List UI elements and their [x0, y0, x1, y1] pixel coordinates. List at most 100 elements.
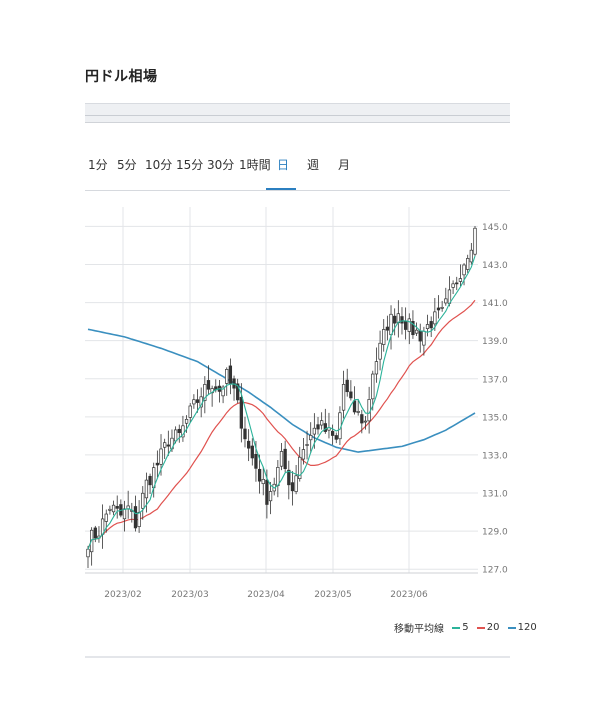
candle-body: [433, 311, 437, 325]
candle-body: [276, 467, 280, 487]
candle-body: [236, 383, 240, 401]
chart-legend: 移動平均線 5 20 120: [394, 620, 537, 635]
page-title: 円ドル相場: [85, 69, 158, 85]
candle-body: [265, 479, 269, 505]
price-chart[interactable]: 145.0 143.0 141.0 139.0 137.0 135.0 133.0 131.0…: [0, 195, 595, 615]
x-tick-label: 2023/04: [247, 590, 285, 600]
candle-body: [363, 420, 368, 423]
tab-10min[interactable]: 10分: [145, 158, 173, 172]
candle-body: [440, 306, 444, 309]
candle-body: [206, 380, 211, 390]
x-tick-label: 2023/05: [314, 590, 351, 600]
tab-1min[interactable]: 1分: [88, 158, 108, 172]
candles-layer: [86, 226, 477, 568]
candle-body: [122, 508, 127, 520]
y-tick-label: 137.0: [482, 375, 508, 385]
tab-week[interactable]: 週: [307, 158, 320, 172]
tab-1hour[interactable]: 1時間: [239, 158, 271, 172]
candle-body: [323, 423, 327, 432]
candle-body: [356, 411, 360, 413]
candle-body: [371, 373, 375, 400]
candle-body: [239, 397, 243, 429]
candle-body: [144, 479, 149, 499]
candle-body: [378, 342, 382, 360]
candle-body: [301, 449, 306, 460]
tabs-divider: [85, 190, 510, 191]
y-tick-label: 129.0: [482, 528, 508, 538]
candle-body: [393, 315, 397, 324]
candle-body: [400, 316, 404, 324]
tab-day[interactable]: 日: [277, 158, 290, 172]
candle-body: [360, 414, 364, 424]
candle-body: [177, 428, 181, 434]
legend-item-ma5: 5: [462, 622, 469, 633]
candle-body: [141, 492, 145, 509]
candle-body: [221, 386, 225, 397]
header-divider-band: [85, 103, 510, 123]
candle-body: [166, 444, 170, 447]
candle-body: [228, 365, 233, 384]
candle-body: [184, 418, 189, 424]
candle-body: [429, 321, 433, 329]
candle-body: [407, 318, 411, 332]
candle-body: [414, 329, 419, 334]
tab-5min[interactable]: 5分: [117, 158, 137, 172]
candle-body: [451, 283, 455, 288]
y-tick-label: 143.0: [482, 261, 508, 271]
candle-body: [86, 548, 90, 558]
candle-body: [148, 475, 152, 486]
candle-body: [425, 324, 430, 330]
candle-body: [312, 427, 317, 435]
candle-body: [243, 428, 247, 440]
candle-body: [173, 429, 178, 442]
candle-body: [261, 478, 265, 485]
candle-body: [93, 527, 97, 539]
y-tick-label: 127.0: [482, 566, 508, 576]
candle-body: [115, 506, 119, 509]
tab-month[interactable]: 月: [338, 158, 351, 172]
chart-grid: [85, 207, 478, 574]
legend-item-ma20: 20: [486, 622, 500, 633]
y-tick-label: 133.0: [482, 451, 508, 461]
candle-body: [246, 440, 251, 449]
timeframe-tabs: 1分 5分 10分 15分 30分 1時間 日 週 月: [85, 150, 510, 192]
tab-30min[interactable]: 30分: [207, 158, 235, 172]
candle-body: [137, 511, 141, 527]
candle-body: [290, 482, 295, 492]
candle-body: [108, 508, 112, 511]
candle-body: [367, 399, 371, 422]
candle-body: [444, 298, 448, 304]
candle-body: [341, 384, 346, 411]
y-tick-label: 145.0: [482, 223, 508, 233]
y-tick-label: 141.0: [482, 299, 508, 309]
candle-body: [155, 462, 160, 466]
candle-body: [250, 445, 254, 459]
candle-body: [316, 424, 320, 430]
candle-body: [374, 361, 379, 375]
candle-body: [163, 442, 167, 448]
candle-body: [466, 258, 470, 270]
legend-item-ma120: 120: [517, 622, 537, 633]
band-line: [85, 115, 510, 116]
candle-body: [192, 399, 196, 405]
candle-body: [159, 448, 163, 465]
y-tick-label: 139.0: [482, 337, 508, 347]
candle-body: [305, 444, 309, 446]
bottom-divider: [85, 656, 510, 658]
legend-swatch-ma5: [452, 626, 461, 629]
ma120-layer: [87, 328, 476, 453]
candle-body: [279, 451, 284, 467]
x-tick-label: 2023/03: [171, 590, 208, 600]
x-tick-label: 2023/06: [390, 590, 428, 600]
candle-body: [385, 326, 390, 331]
candle-body: [352, 400, 357, 413]
candle-body: [104, 513, 108, 522]
candle-body: [455, 282, 459, 285]
candle-body: [203, 384, 207, 401]
candle-body: [268, 491, 273, 502]
tab-15min[interactable]: 15分: [176, 158, 204, 172]
candle-body: [283, 448, 287, 469]
candle-body: [309, 435, 313, 441]
candle-body: [257, 468, 262, 482]
candle-body: [330, 430, 335, 436]
